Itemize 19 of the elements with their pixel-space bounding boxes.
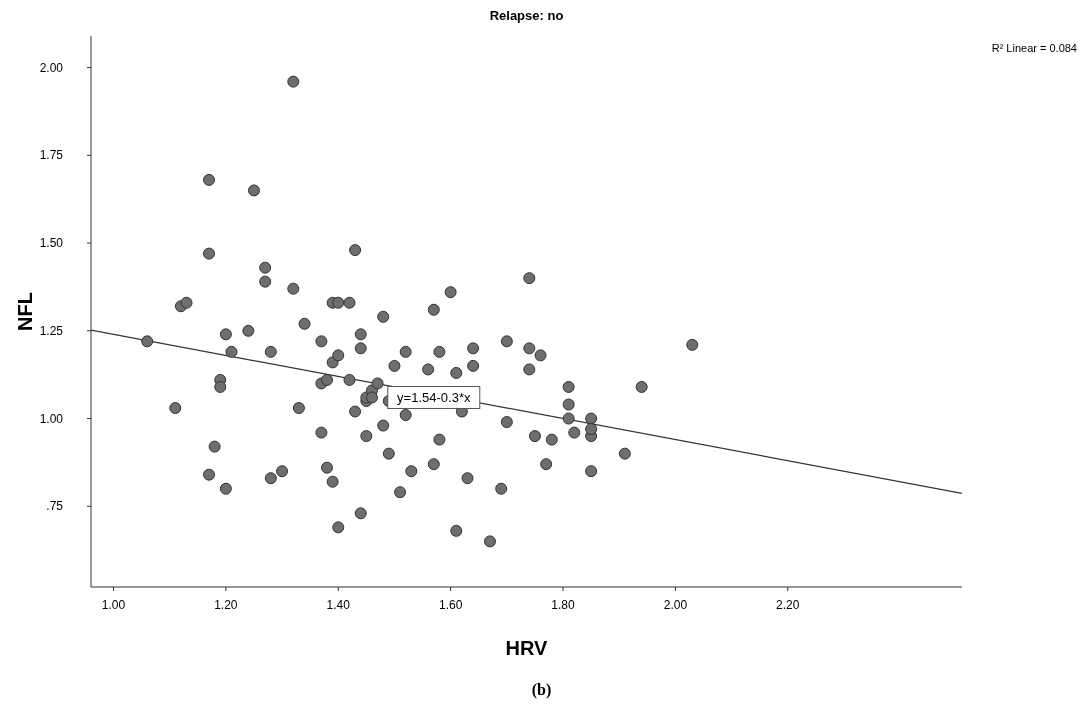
- y-tick-label: 1.00: [39, 411, 64, 426]
- x-tick-label: 1.60: [438, 598, 463, 612]
- chart-title: Relapse: no: [489, 8, 564, 23]
- annotation: y=1.54-0.3*x: [397, 390, 471, 406]
- y-tick-label: 2.00: [39, 60, 64, 75]
- x-tick-label: 2.00: [663, 598, 688, 612]
- x-tick-label: 2.20: [776, 598, 800, 612]
- x-axis-title: HRV: [505, 637, 549, 659]
- x-tick-label: 1.40: [326, 598, 351, 612]
- y-tick-label: 1.25: [39, 323, 64, 338]
- y-axis-title: NFL: [14, 292, 36, 331]
- y-tick-label: 1.75: [39, 148, 64, 163]
- y-tick-label: .75: [46, 499, 64, 514]
- y-tick-label: 1.50: [39, 236, 64, 251]
- text: (b): [531, 681, 552, 699]
- x-tick-label: 1.80: [551, 598, 576, 612]
- x-tick-label: 1.00: [101, 598, 126, 612]
- text: R² Linear = 0.084: [991, 42, 1077, 54]
- x-tick-label: 1.20: [214, 598, 238, 612]
